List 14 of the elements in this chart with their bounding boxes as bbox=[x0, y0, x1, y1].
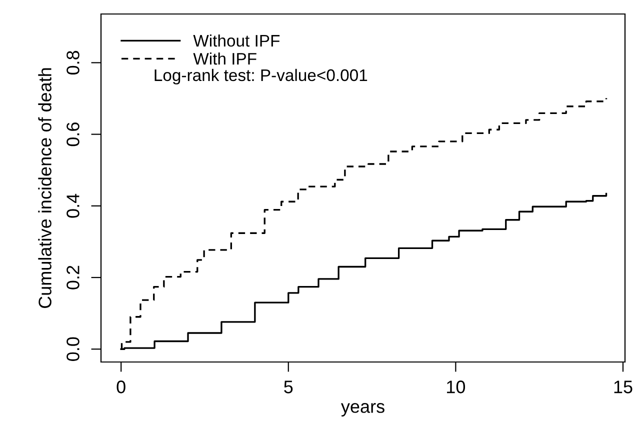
x-tick-label: 0 bbox=[116, 380, 126, 394]
y-axis-title: Cumulative incidence of death bbox=[38, 68, 52, 308]
x-tick-label: 15 bbox=[614, 380, 632, 394]
x-tick-label: 5 bbox=[284, 380, 293, 394]
y-tick-label: 0.4 bbox=[66, 194, 80, 218]
y-tick-label: 0.8 bbox=[66, 50, 80, 75]
legend-label: With IPF bbox=[193, 52, 256, 65]
y-tick-label: 0.2 bbox=[66, 266, 80, 290]
x-axis-title: years bbox=[340, 403, 384, 416]
annotation: Log-rank test: P-value<0.001 bbox=[154, 68, 368, 84]
legend-label: Without IPF bbox=[193, 34, 280, 47]
y-tick-label: 0.6 bbox=[66, 122, 80, 146]
x-tick-label: 10 bbox=[447, 380, 466, 394]
y-tick-label: 0.0 bbox=[66, 337, 80, 361]
